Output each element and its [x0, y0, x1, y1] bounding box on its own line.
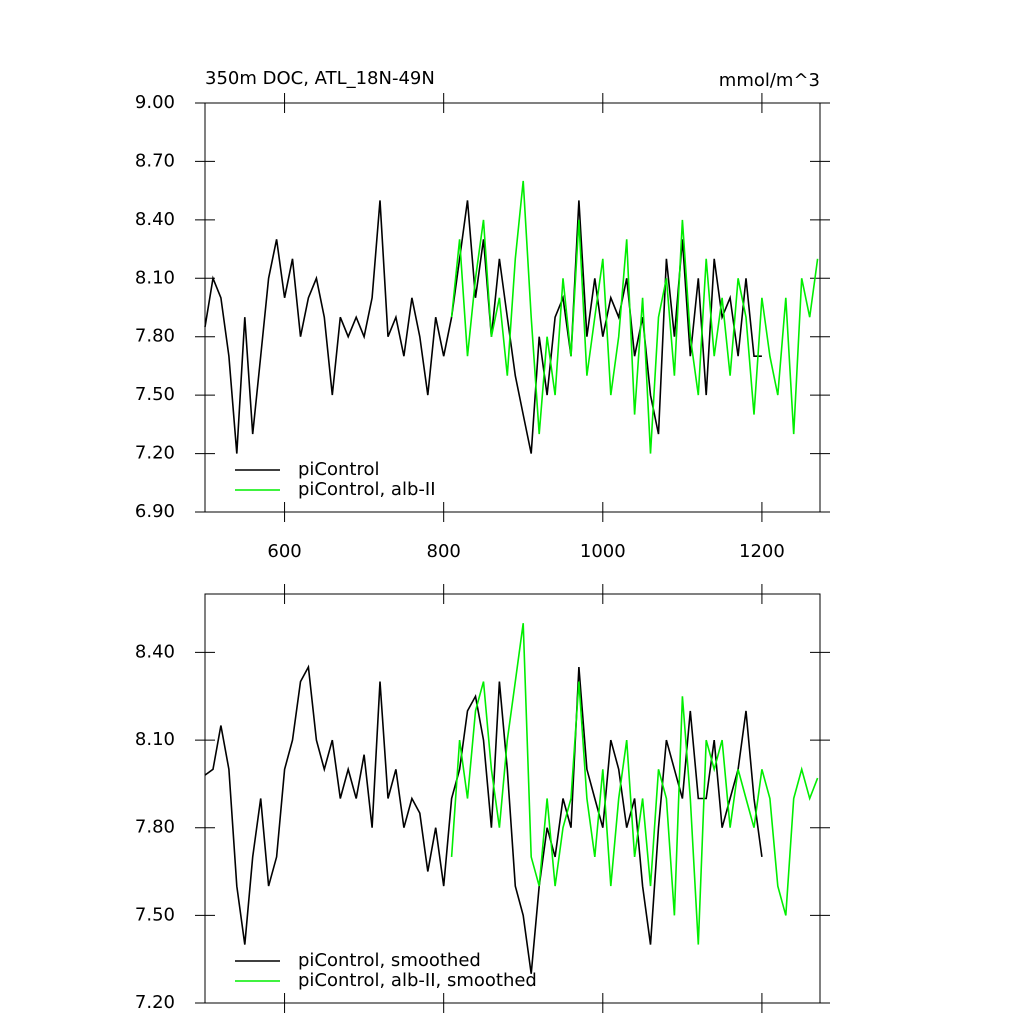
y-tick-label: 7.20	[135, 443, 175, 464]
y-tick-label: 8.40	[135, 209, 175, 230]
x-tick-label: 1200	[739, 541, 785, 562]
y-tick-label: 7.50	[135, 384, 175, 405]
x-tick-label: 800	[427, 541, 461, 562]
legend-label: piControl, alb-II	[298, 479, 436, 500]
y-tick-label: 9.00	[135, 92, 175, 113]
units-label: mmol/m^3	[719, 70, 820, 91]
legend-label: piControl, smoothed	[298, 950, 481, 971]
y-tick-label: 7.80	[135, 817, 175, 838]
legend-label: piControl	[298, 459, 380, 480]
y-tick-label: 8.40	[135, 641, 175, 662]
y-tick-label: 8.10	[135, 729, 175, 750]
y-tick-label: 7.20	[135, 992, 175, 1013]
data-line	[450, 180, 819, 454]
data-line	[204, 664, 763, 974]
chart-title: 350m DOC, ATL_18N-49N	[205, 68, 435, 89]
x-tick-label: 600	[267, 541, 301, 562]
plot-frame	[204, 593, 821, 1004]
plot-frame	[204, 102, 821, 513]
y-tick-label: 7.50	[135, 904, 175, 925]
legend-label: piControl, alb-II, smoothed	[298, 970, 537, 991]
y-tick-label: 7.80	[135, 326, 175, 347]
y-tick-label: 8.70	[135, 150, 175, 171]
y-tick-label: 6.90	[135, 501, 175, 522]
y-tick-label: 8.10	[135, 267, 175, 288]
x-tick-label: 1000	[580, 541, 626, 562]
data-line	[450, 623, 819, 945]
data-line	[204, 200, 762, 454]
